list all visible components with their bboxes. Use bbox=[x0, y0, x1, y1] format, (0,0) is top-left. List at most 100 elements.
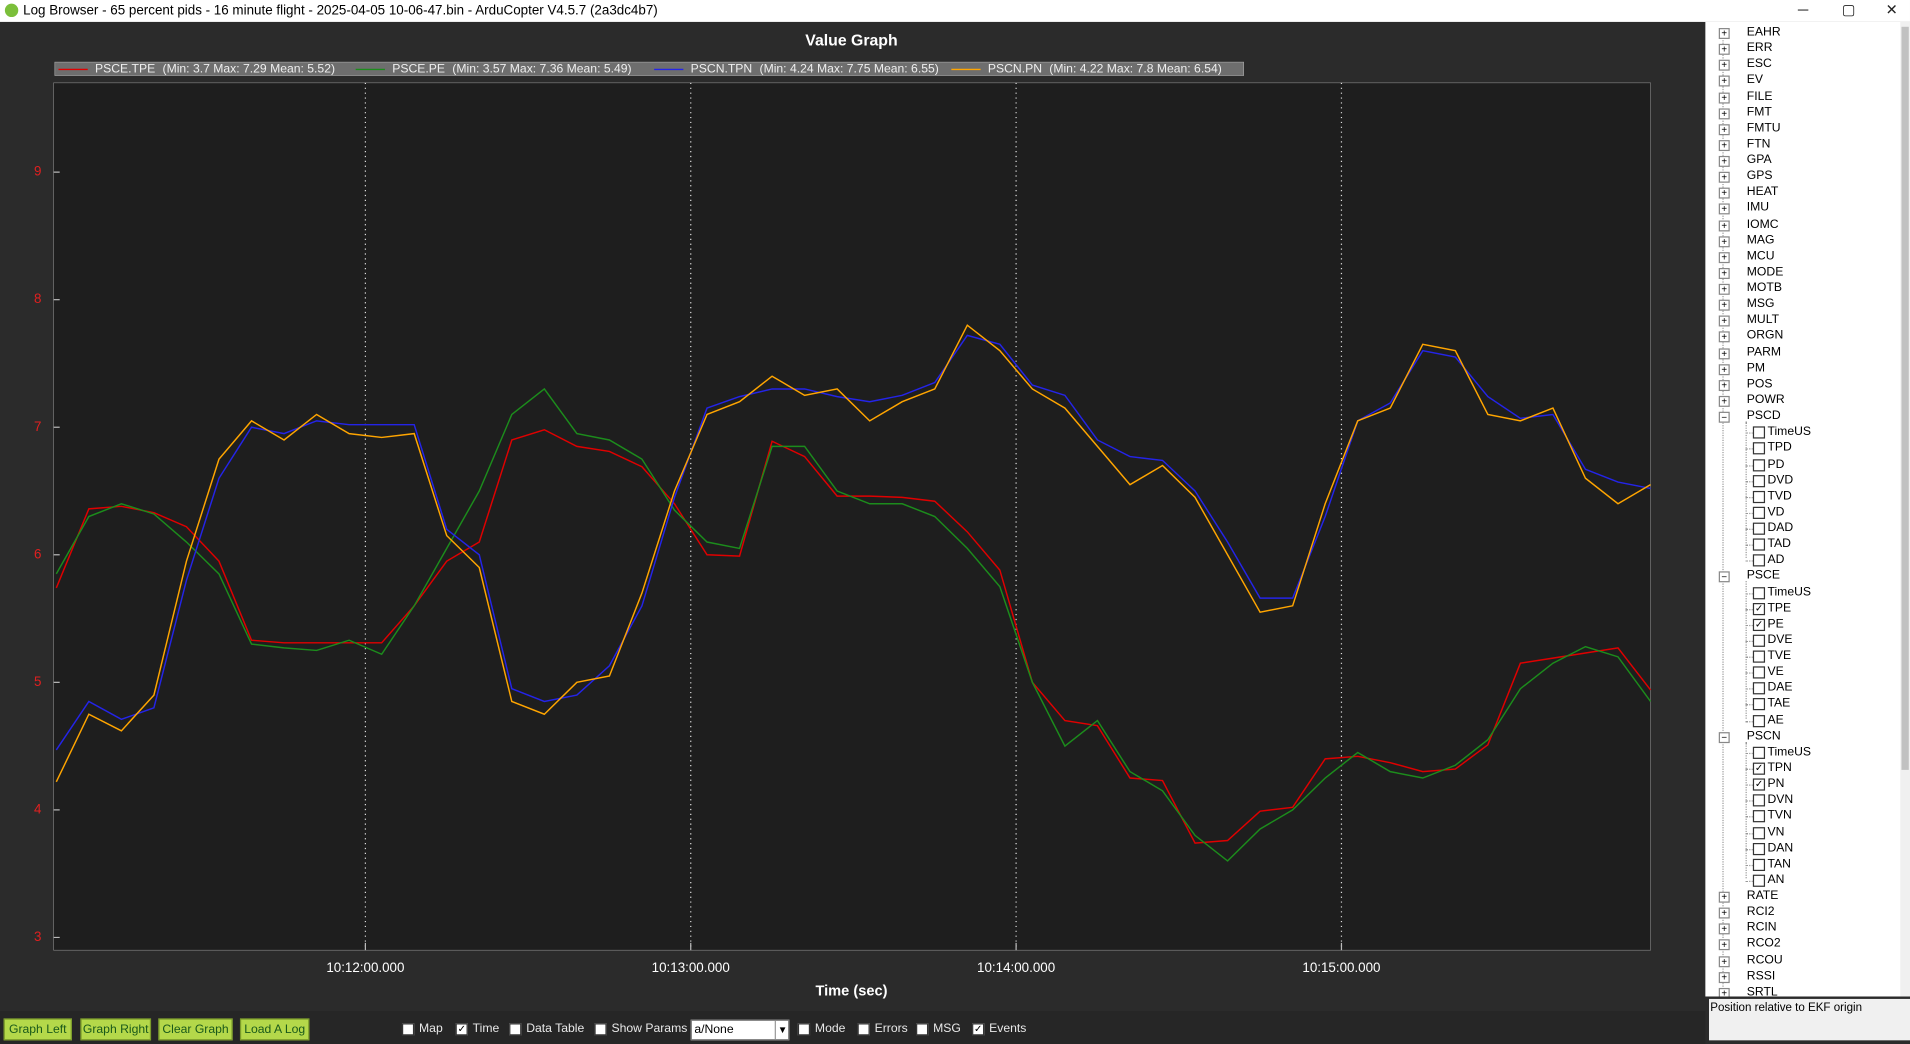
expand-toggle[interactable]: + bbox=[1718, 235, 1730, 247]
field-label[interactable]: TVD bbox=[1767, 489, 1792, 503]
expand-toggle[interactable]: + bbox=[1718, 955, 1730, 967]
button[interactable]: Graph Left bbox=[3, 1018, 72, 1041]
tree-node[interactable]: HEAT bbox=[1746, 185, 1779, 199]
tree-node[interactable]: POWR bbox=[1746, 393, 1785, 407]
field-checkbox[interactable] bbox=[1752, 682, 1766, 695]
field-label[interactable]: DAD bbox=[1767, 521, 1794, 535]
tree-node[interactable]: RCIN bbox=[1746, 921, 1777, 935]
tree-node[interactable]: RCI2 bbox=[1746, 905, 1775, 919]
field-checkbox[interactable]: ✓ bbox=[1752, 762, 1766, 775]
tree-node[interactable]: SRTL bbox=[1746, 985, 1778, 997]
tree-node[interactable]: IMU bbox=[1746, 201, 1770, 215]
checkbox-box[interactable] bbox=[797, 1023, 811, 1036]
button[interactable]: Load A Log bbox=[239, 1018, 310, 1041]
tree-node[interactable]: FTN bbox=[1746, 137, 1771, 151]
checkbox-box[interactable]: ✓ bbox=[455, 1023, 468, 1036]
field-label[interactable]: PD bbox=[1767, 457, 1785, 471]
tree-node[interactable]: PSCN bbox=[1746, 729, 1781, 743]
expand-toggle[interactable]: + bbox=[1718, 907, 1730, 919]
tree-node[interactable]: RATE bbox=[1746, 889, 1779, 903]
tree-node[interactable]: MULT bbox=[1746, 313, 1780, 327]
expand-toggle[interactable]: + bbox=[1718, 379, 1730, 391]
field-label[interactable]: DVE bbox=[1767, 633, 1793, 647]
button[interactable]: Clear Graph bbox=[158, 1018, 233, 1041]
checkbox-box[interactable] bbox=[594, 1023, 607, 1036]
expand-toggle[interactable]: + bbox=[1718, 59, 1730, 71]
field-label[interactable]: AE bbox=[1767, 713, 1784, 727]
tree-node[interactable]: GPS bbox=[1746, 169, 1773, 183]
field-label[interactable]: TimeUS bbox=[1767, 585, 1812, 599]
tree-node[interactable]: FMTU bbox=[1746, 121, 1781, 135]
field-checkbox[interactable] bbox=[1752, 442, 1766, 455]
tree-node[interactable]: MODE bbox=[1746, 265, 1784, 279]
expand-toggle[interactable]: + bbox=[1718, 299, 1730, 311]
field-checkbox[interactable] bbox=[1752, 490, 1766, 503]
field-label[interactable]: TVN bbox=[1767, 809, 1792, 823]
tree-node[interactable]: MAG bbox=[1746, 233, 1775, 247]
expand-toggle[interactable]: − bbox=[1718, 411, 1730, 423]
expand-toggle[interactable]: + bbox=[1718, 283, 1730, 295]
field-label[interactable]: VE bbox=[1767, 665, 1784, 679]
expand-toggle[interactable]: + bbox=[1718, 123, 1730, 135]
field-checkbox[interactable] bbox=[1752, 586, 1766, 599]
tree-node[interactable]: EV bbox=[1746, 73, 1764, 87]
field-label[interactable]: PE bbox=[1767, 617, 1784, 631]
expand-toggle[interactable]: + bbox=[1718, 331, 1730, 343]
field-checkbox[interactable] bbox=[1752, 698, 1766, 711]
tree-node[interactable]: MSG bbox=[1746, 297, 1775, 311]
checkbox-box[interactable] bbox=[857, 1023, 870, 1036]
expand-toggle[interactable]: + bbox=[1718, 347, 1730, 359]
expand-toggle[interactable]: + bbox=[1718, 891, 1730, 903]
field-checkbox[interactable] bbox=[1752, 474, 1766, 487]
field-label[interactable]: TAE bbox=[1767, 697, 1791, 711]
expand-toggle[interactable]: + bbox=[1718, 139, 1730, 151]
field-label[interactable]: TimeUS bbox=[1767, 425, 1812, 439]
field-label[interactable]: DAE bbox=[1767, 681, 1793, 695]
field-label[interactable]: TimeUS bbox=[1767, 745, 1812, 759]
close-button[interactable]: ✕ bbox=[1885, 1, 1898, 19]
field-checkbox[interactable] bbox=[1752, 426, 1766, 439]
tree-node[interactable]: RSSI bbox=[1746, 969, 1776, 983]
tree-node[interactable]: RCOU bbox=[1746, 953, 1783, 967]
expand-toggle[interactable]: + bbox=[1718, 171, 1730, 183]
expand-toggle[interactable]: + bbox=[1718, 315, 1730, 327]
tree-node[interactable]: RCO2 bbox=[1746, 937, 1781, 951]
field-checkbox[interactable]: ✓ bbox=[1752, 602, 1766, 615]
field-label[interactable]: VD bbox=[1767, 505, 1785, 519]
expand-toggle[interactable]: + bbox=[1718, 971, 1730, 983]
expand-toggle[interactable]: + bbox=[1718, 75, 1730, 87]
field-label[interactable]: PN bbox=[1767, 777, 1785, 791]
button[interactable]: Graph Right bbox=[80, 1018, 152, 1041]
field-checkbox[interactable] bbox=[1752, 826, 1766, 839]
field-label[interactable]: TAD bbox=[1767, 537, 1791, 551]
expand-toggle[interactable]: − bbox=[1718, 731, 1730, 743]
field-checkbox[interactable] bbox=[1752, 810, 1766, 823]
expand-toggle[interactable]: + bbox=[1718, 107, 1730, 119]
expand-toggle[interactable]: + bbox=[1718, 267, 1730, 279]
tree-node[interactable]: PM bbox=[1746, 361, 1766, 375]
expand-toggle[interactable]: + bbox=[1718, 91, 1730, 103]
checkbox-box[interactable] bbox=[509, 1023, 522, 1036]
tree-node[interactable]: FMT bbox=[1746, 105, 1772, 119]
expand-toggle[interactable]: + bbox=[1718, 363, 1730, 375]
field-label[interactable]: TPD bbox=[1767, 441, 1792, 455]
field-label[interactable]: TPE bbox=[1767, 601, 1792, 615]
field-checkbox[interactable] bbox=[1752, 874, 1766, 887]
tree-node[interactable]: ESC bbox=[1746, 57, 1772, 71]
field-checkbox[interactable] bbox=[1752, 858, 1766, 871]
tree-node[interactable]: FILE bbox=[1746, 89, 1773, 103]
field-label[interactable]: AN bbox=[1767, 873, 1785, 887]
field-checkbox[interactable] bbox=[1752, 842, 1766, 855]
tree-node[interactable]: EAHR bbox=[1746, 25, 1781, 39]
expand-toggle[interactable]: + bbox=[1718, 251, 1730, 263]
scroll-thumb[interactable] bbox=[1901, 26, 1909, 770]
checkbox-box[interactable] bbox=[916, 1023, 929, 1036]
expand-toggle[interactable]: + bbox=[1718, 155, 1730, 167]
field-label[interactable]: DVN bbox=[1767, 793, 1794, 807]
field-checkbox[interactable] bbox=[1752, 522, 1766, 535]
field-checkbox[interactable] bbox=[1752, 666, 1766, 679]
tree-node[interactable]: POS bbox=[1746, 377, 1773, 391]
field-label[interactable]: AD bbox=[1767, 553, 1785, 567]
checkbox-box[interactable]: ✓ bbox=[972, 1023, 985, 1036]
combo-box[interactable]: a/None ▼ bbox=[690, 1019, 790, 1041]
